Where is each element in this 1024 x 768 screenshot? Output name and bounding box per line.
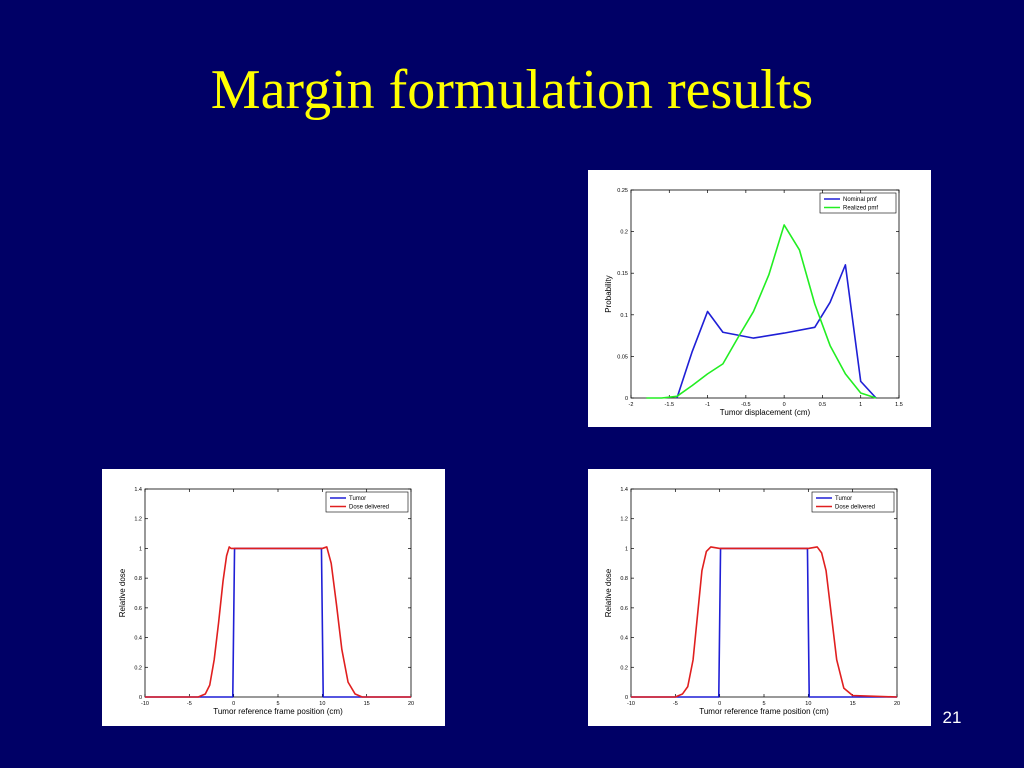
x-tick-label: -0.5 xyxy=(741,402,750,408)
y-tick-label: 0.05 xyxy=(617,354,628,360)
y-tick-label: 0 xyxy=(625,695,628,701)
x-tick-label: -5 xyxy=(673,701,678,707)
y-tick-label: 1 xyxy=(625,546,628,552)
legend-box xyxy=(325,491,409,513)
y-tick-label: 0 xyxy=(139,695,142,701)
y-tick-label: 1.2 xyxy=(134,517,142,523)
x-tick-label: 20 xyxy=(894,701,900,707)
y-tick-label: 1.2 xyxy=(620,517,628,523)
plot-area-frame xyxy=(630,189,900,399)
x-tick-label: 15 xyxy=(364,701,370,707)
legend-box xyxy=(811,491,895,513)
plot-area-frame xyxy=(630,488,898,698)
legend-label: Dose delivered xyxy=(835,505,875,511)
x-axis-label: Tumor displacement (cm) xyxy=(720,408,811,417)
y-axis-label: Relative dose xyxy=(118,568,127,617)
y-tick-label: 0.4 xyxy=(620,636,628,642)
x-tick-label: 0.5 xyxy=(819,402,827,408)
dose-right-chart: -10 -5 0 5 10 15 20 0 0.2 0.4 0.6 0.8 1 1.2 1.4 Tumor r… xyxy=(604,487,900,716)
x-tick-label: 10 xyxy=(805,701,811,707)
x-tick-label: -5 xyxy=(187,701,192,707)
y-tick-label: 0.8 xyxy=(620,576,628,582)
dose-right-chart-panel: -10 -5 0 5 10 15 20 0 0.2 0.4 0.6 0.8 1 1.2 1.4 Tumor r… xyxy=(588,469,931,726)
y-tick-label: 0.8 xyxy=(134,576,142,582)
y-tick-label: 0.25 xyxy=(617,188,628,194)
x-tick-label: 10 xyxy=(319,701,325,707)
x-tick-label: 5 xyxy=(276,701,279,707)
x-tick-label: -10 xyxy=(141,701,149,707)
x-tick-label: 5 xyxy=(762,701,765,707)
pmf-chart: -2 -1.5 -1 -0.5 0 0.5 1 1.5 0 0.05 0.1 0.15 0.2 0.25 T… xyxy=(604,188,903,417)
series-line-tumor xyxy=(631,547,897,698)
x-axis-label: Tumor reference frame position (cm) xyxy=(213,707,343,716)
series-line-dose-delivered xyxy=(631,546,898,698)
y-tick-label: 0.1 xyxy=(620,313,628,319)
x-tick-label: -1.5 xyxy=(665,402,674,408)
series-line-tumor xyxy=(145,547,411,698)
y-tick-label: 1.4 xyxy=(620,487,628,493)
x-tick-label: 1.5 xyxy=(895,402,903,408)
x-tick-label: 15 xyxy=(850,701,856,707)
slide-title: Margin formulation results xyxy=(210,59,814,121)
y-tick-label: 0.2 xyxy=(620,230,628,236)
y-tick-label: 0.6 xyxy=(134,606,142,612)
legend-label: Nominal pmf xyxy=(843,197,877,203)
legend-label: Tumor xyxy=(835,496,852,502)
dose-left-chart: -10 -5 0 5 10 15 20 0 0.2 0.4 0.6 0.8 1 1.2 1.4 Tumor r… xyxy=(118,487,414,716)
plot-area-frame xyxy=(144,488,412,698)
legend-label: Dose delivered xyxy=(349,505,389,511)
x-tick-label: 1 xyxy=(859,402,862,408)
y-tick-label: 0 xyxy=(625,396,628,402)
page-number: 21 xyxy=(942,708,962,727)
series-line-dose-delivered xyxy=(145,546,411,698)
x-axis-label: Tumor reference frame position (cm) xyxy=(699,707,829,716)
x-tick-label: 0 xyxy=(232,701,235,707)
y-tick-label: 0.2 xyxy=(134,665,142,671)
x-tick-label: -2 xyxy=(629,402,634,408)
x-tick-label: 20 xyxy=(408,701,414,707)
y-tick-label: 1.4 xyxy=(134,487,142,493)
series-line-nominal-pmf xyxy=(676,264,877,399)
y-tick-label: 0.2 xyxy=(620,665,628,671)
legend-label: Realized pmf xyxy=(843,206,878,212)
legend-label: Tumor xyxy=(349,496,366,502)
x-tick-label: -10 xyxy=(627,701,635,707)
series-line-realized-pmf xyxy=(646,224,877,399)
x-tick-label: -1 xyxy=(705,402,710,408)
y-tick-label: 0.15 xyxy=(617,271,628,277)
x-tick-label: 0 xyxy=(718,701,721,707)
x-tick-label: 0 xyxy=(783,402,786,408)
y-tick-label: 1 xyxy=(139,546,142,552)
dose-left-chart-panel: -10 -5 0 5 10 15 20 0 0.2 0.4 0.6 0.8 1 1.2 1.4 Tumor r… xyxy=(102,469,445,726)
y-tick-label: 0.6 xyxy=(620,606,628,612)
y-axis-label: Relative dose xyxy=(604,568,613,617)
y-tick-label: 0.4 xyxy=(134,636,142,642)
pmf-chart-panel: -2 -1.5 -1 -0.5 0 0.5 1 1.5 0 0.05 0.1 0.15 0.2 0.25 T… xyxy=(588,170,931,427)
y-axis-label: Probability xyxy=(604,275,613,312)
